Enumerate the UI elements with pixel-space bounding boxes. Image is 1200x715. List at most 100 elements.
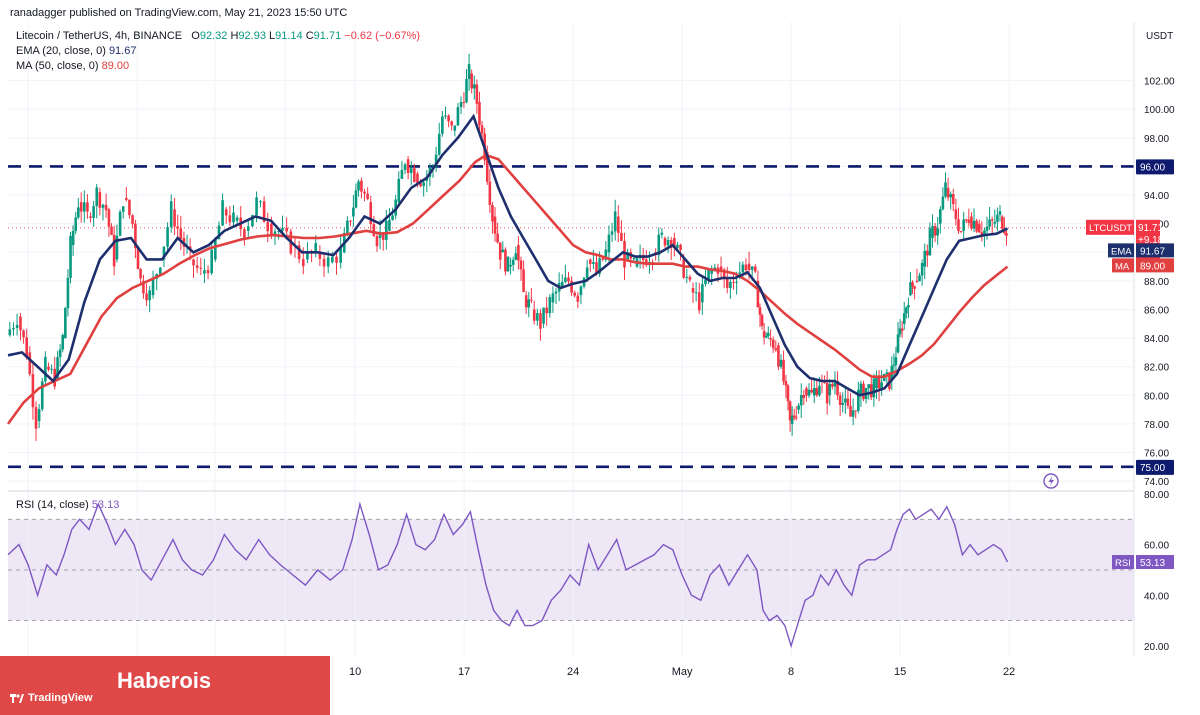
down-candle [616, 216, 620, 233]
down-candle [831, 384, 834, 387]
ma-legend[interactable]: MA (50, close, 0) 89.00 [16, 60, 129, 73]
down-candle [139, 269, 142, 279]
down-candle [959, 230, 963, 232]
symbol-legend: Litecoin / TetherUS, 4h, BINANCE O92.32 … [16, 30, 420, 43]
up-candle [400, 169, 404, 179]
down-candle [771, 339, 775, 349]
up-candle [707, 268, 710, 280]
up-candle [610, 231, 614, 235]
down-candle [485, 152, 489, 182]
rsi-legend-label: RSI (14, close) [16, 499, 89, 511]
time-tick-label: 17 [458, 666, 470, 678]
ema-tag-value: 91.67 [1140, 246, 1165, 257]
down-candle [19, 316, 22, 331]
down-candle [262, 201, 266, 223]
ma-tag: MA 89.00 [1112, 258, 1174, 273]
down-candle [954, 209, 958, 220]
up-candle [764, 335, 768, 338]
up-candle [354, 190, 358, 208]
up-candle [676, 244, 679, 248]
up-candle [928, 228, 932, 256]
up-candle [998, 211, 1002, 215]
up-candle [898, 328, 902, 335]
up-candle [403, 164, 407, 170]
down-candle [725, 277, 729, 288]
up-candle [235, 217, 239, 221]
down-candle [815, 387, 819, 396]
down-candle [620, 232, 623, 241]
price-tick-label: 94.00 [1144, 191, 1169, 202]
up-candle [536, 313, 539, 321]
up-candle [710, 269, 714, 274]
up-candle [909, 282, 912, 296]
down-candle [145, 293, 148, 301]
up-candle [306, 251, 309, 260]
ohlc-open: 92.32 [199, 30, 228, 42]
down-candle [1005, 233, 1008, 236]
ma-tag-label-box [1112, 258, 1134, 273]
down-candle [266, 222, 270, 232]
tradingview-logo[interactable]: TradingView [10, 692, 93, 704]
ma-line [6, 153, 1009, 425]
up-candle [993, 221, 997, 224]
up-candle [82, 202, 86, 212]
down-candle [381, 232, 385, 240]
down-candle [673, 237, 676, 248]
down-candle [372, 224, 376, 236]
down-candle [335, 256, 338, 263]
symbol-title[interactable]: Litecoin / TetherUS, 4h, BINANCE [16, 30, 183, 42]
up-candle [892, 364, 896, 367]
up-candle [221, 200, 224, 226]
ema-legend[interactable]: EMA (20, close, 0) 91.67 [16, 45, 136, 58]
watermark-banner: Haberois TradingView [0, 656, 330, 715]
up-candle [467, 64, 471, 79]
ohlc-h-label: H [230, 30, 239, 42]
down-candle [363, 191, 366, 194]
up-candle [232, 212, 235, 223]
up-candle [579, 286, 583, 296]
rsi-legend[interactable]: RSI (14, close) 53.13 [16, 499, 119, 512]
down-candle [682, 259, 685, 278]
down-candle [107, 209, 111, 227]
up-candle [542, 307, 545, 324]
up-candle [217, 225, 221, 240]
up-candle [939, 209, 942, 224]
up-candle [66, 277, 70, 309]
rsi-axis[interactable]: 80.00 60.00 40.00 20.00 [1144, 490, 1169, 653]
down-candle [206, 270, 210, 274]
up-candle [962, 219, 965, 231]
up-candle [444, 115, 447, 117]
up-candle [907, 304, 910, 308]
up-candle [159, 267, 162, 275]
price-tick-label: 82.00 [1144, 363, 1169, 374]
down-candle [462, 102, 466, 104]
time-tick-label: 24 [567, 666, 579, 678]
down-candle [980, 232, 984, 235]
rsi-tick-label: 40.00 [1144, 591, 1169, 602]
rsi-tag-label: RSI [1115, 558, 1131, 569]
up-candle [613, 211, 617, 232]
rsi-tag-value: 53.13 [1140, 558, 1165, 569]
down-candle [224, 209, 228, 216]
down-candle [110, 226, 113, 235]
down-candle [877, 377, 881, 389]
ema-tag: EMA 91.67 [1108, 243, 1174, 258]
up-candle [501, 249, 505, 253]
level-tag: 96.00 [1136, 159, 1174, 175]
up-candle [456, 107, 460, 126]
down-candle [86, 202, 89, 212]
up-candle [713, 267, 717, 270]
down-candle [545, 307, 548, 314]
down-candle [179, 228, 183, 239]
ema-tag-value-box [1136, 243, 1174, 258]
alert-icon[interactable] [1043, 473, 1059, 489]
down-candle [1001, 216, 1004, 229]
price-tick-label: 84.00 [1144, 334, 1169, 345]
down-candle [285, 227, 288, 232]
up-candle [246, 226, 250, 231]
down-candle [530, 299, 533, 301]
up-candle [944, 182, 947, 197]
down-candle [777, 345, 780, 367]
up-candle [331, 256, 334, 263]
